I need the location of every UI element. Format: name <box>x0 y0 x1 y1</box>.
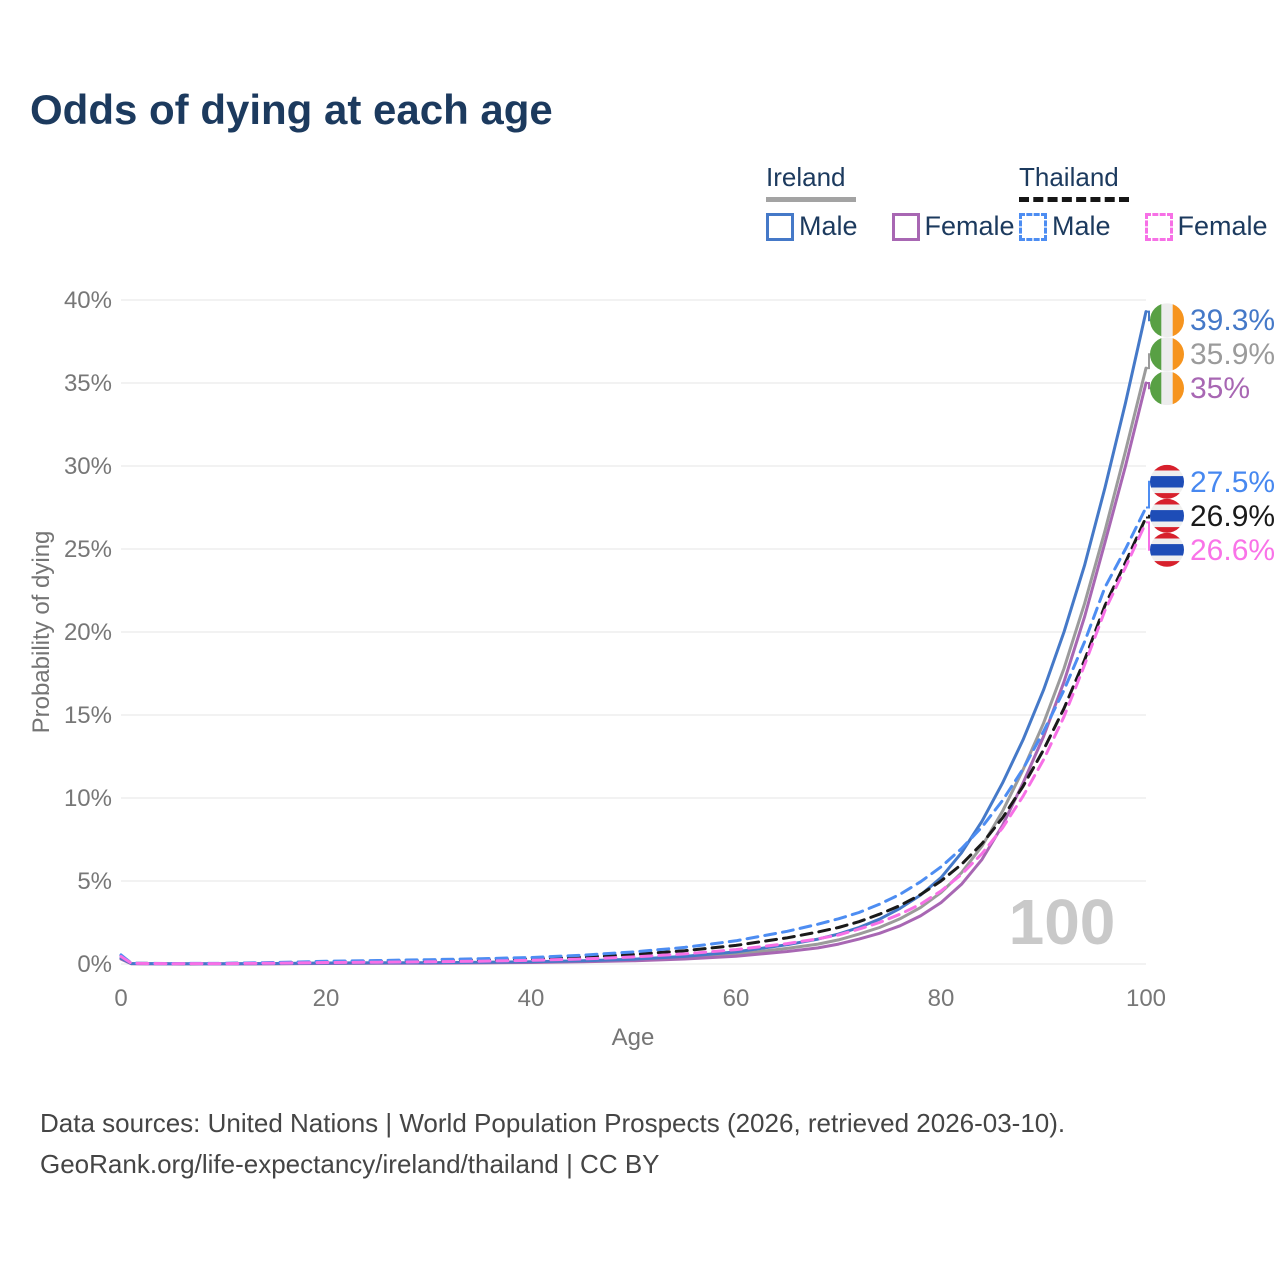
end-value-label-ireland-male: 39.3% <box>1190 304 1275 337</box>
end-value-label-ireland-female: 35% <box>1190 372 1250 405</box>
y-axis-title: Probability of dying <box>28 530 55 734</box>
y-tick-label-10: 10% <box>64 785 112 812</box>
attribution-link[interactable]: GeoRank.org/life-expectancy/ireland/thai… <box>40 1149 660 1179</box>
series-line-thailand <box>119 516 1148 966</box>
flag-ireland-icon <box>1150 371 1184 406</box>
y-tick-label-30: 30% <box>64 453 112 480</box>
end-value-label-thailand: 26.9% <box>1190 500 1275 533</box>
y-tick-label-40: 40% <box>64 287 112 314</box>
y-tick-label-25: 25% <box>64 536 112 563</box>
x-tick-label-60: 60 <box>723 985 750 1012</box>
end-value-label-thailand-male: 27.5% <box>1190 466 1275 499</box>
y-tick-label-20: 20% <box>64 619 112 646</box>
y-tick-label-15: 15% <box>64 702 112 729</box>
flag-thailand-icon <box>1150 464 1184 499</box>
legend-item-thailand-female[interactable]: Female <box>1144 211 1268 242</box>
x-tick-label-80: 80 <box>928 985 955 1012</box>
thailand-male-swatch-icon <box>1019 212 1047 241</box>
y-tick-label-5: 5% <box>77 868 112 895</box>
age-counter-watermark: 100 <box>1009 886 1116 958</box>
legend-country-ireland: Ireland <box>766 162 856 202</box>
flag-thailand-icon <box>1150 532 1184 567</box>
legend-label: Male <box>799 211 858 241</box>
x-tick-label-0: 0 <box>114 985 127 1012</box>
legend-country-thailand: Thailand <box>1019 162 1129 202</box>
x-tick-label-20: 20 <box>313 985 340 1012</box>
legend-item-thailand-male[interactable]: Male <box>1019 211 1111 242</box>
footer: Data sources: United Nations | World Pop… <box>40 1103 1065 1185</box>
series-line-thailand-male <box>119 506 1148 965</box>
legend-group-thailand: Thailand Male Female <box>1019 162 1268 242</box>
legend-items-thailand: Male Female <box>1019 211 1268 242</box>
x-axis-title: Age <box>611 1024 655 1051</box>
ireland-female-swatch-icon <box>891 212 920 241</box>
ireland-male-swatch-icon <box>766 212 794 241</box>
page-title: Odds of dying at each age <box>30 86 553 133</box>
legend-item-ireland-female[interactable]: Female <box>891 211 1015 242</box>
thailand-female-swatch-icon <box>1144 212 1173 241</box>
x-tick-label-40: 40 <box>518 985 545 1012</box>
flag-ireland-icon <box>1150 337 1184 372</box>
legend-label: Female <box>1177 211 1268 241</box>
series-line-ireland <box>119 366 1148 966</box>
flag-thailand-icon <box>1150 498 1184 533</box>
legend-label: Female <box>924 211 1015 241</box>
flag-ireland-icon <box>1150 303 1184 338</box>
x-tick-label-100: 100 <box>1126 985 1166 1012</box>
end-value-label-ireland: 35.9% <box>1190 338 1275 371</box>
series-line-ireland-female <box>119 381 1148 966</box>
legend-item-ireland-male[interactable]: Male <box>766 211 858 242</box>
y-tick-label-35: 35% <box>64 370 112 397</box>
series-line-thailand-female <box>119 520 1148 966</box>
y-tick-label-0: 0% <box>77 951 112 978</box>
series-line-ireland-male <box>119 310 1148 966</box>
legend-label: Male <box>1052 211 1111 241</box>
legend-items-ireland: Male Female <box>766 211 1015 242</box>
end-value-label-thailand-female: 26.6% <box>1190 534 1275 567</box>
data-sources-line: Data sources: United Nations | World Pop… <box>40 1108 1066 1138</box>
legend-group-ireland: Ireland Male Female <box>766 162 1015 242</box>
